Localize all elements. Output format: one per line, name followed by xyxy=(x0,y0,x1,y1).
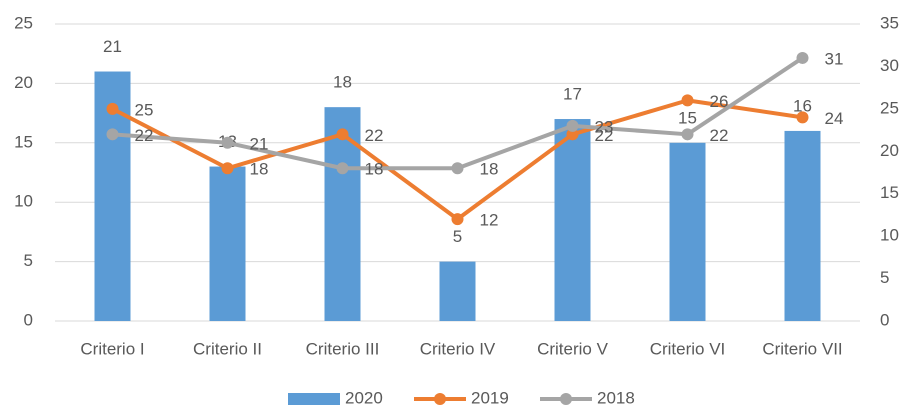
data-label: 22 xyxy=(595,126,614,145)
data-label: 18 xyxy=(480,160,499,179)
line-marker xyxy=(336,128,349,141)
line-marker xyxy=(221,136,234,149)
y2-tick-label: 10 xyxy=(880,226,899,245)
line-marker xyxy=(796,51,809,64)
line-marker xyxy=(681,128,694,141)
data-label: 18 xyxy=(250,160,269,179)
y-tick-label: 25 xyxy=(14,13,33,32)
y-tick-label: 15 xyxy=(14,132,33,151)
line-marker xyxy=(451,213,464,226)
data-label: 5 xyxy=(453,227,462,246)
legend-swatch xyxy=(288,393,340,405)
y2-tick-label: 0 xyxy=(880,310,889,329)
legend-label: 2019 xyxy=(471,388,509,407)
y2-tick-label: 35 xyxy=(880,13,899,32)
bar xyxy=(784,130,821,321)
x-tick-label: Criterio III xyxy=(306,339,380,358)
line-marker xyxy=(106,128,119,141)
line-marker xyxy=(566,119,579,132)
y-tick-label: 0 xyxy=(24,310,33,329)
line-marker xyxy=(336,162,349,175)
x-tick-label: Criterio VII xyxy=(762,339,842,358)
y-tick-label: 20 xyxy=(14,73,33,92)
y2-tick-label: 30 xyxy=(880,56,899,75)
data-label: 15 xyxy=(678,108,697,127)
x-tick-label: Criterio V xyxy=(537,339,609,358)
data-label: 18 xyxy=(365,160,384,179)
bar xyxy=(669,142,706,321)
bar xyxy=(209,166,246,321)
line-marker xyxy=(566,128,579,141)
x-tick-label: Criterio VI xyxy=(650,339,726,358)
bar xyxy=(554,119,591,321)
y2-tick-label: 20 xyxy=(880,141,899,160)
x-tick-label: Criterio I xyxy=(80,339,144,358)
line-marker xyxy=(796,111,809,124)
y-tick-label: 10 xyxy=(14,192,33,211)
data-label: 17 xyxy=(563,85,582,104)
y2-tick-label: 25 xyxy=(880,98,899,117)
y2-tick-label: 5 xyxy=(880,268,889,287)
data-label: 16 xyxy=(793,96,812,115)
x-tick-label: Criterio IV xyxy=(420,339,496,358)
data-label: 21 xyxy=(250,134,269,153)
data-label: 31 xyxy=(825,49,844,68)
bar xyxy=(439,261,476,321)
data-label: 25 xyxy=(135,100,154,119)
data-label: 22 xyxy=(710,126,729,145)
data-label: 22 xyxy=(365,126,384,145)
data-label: 24 xyxy=(825,109,844,128)
line-marker xyxy=(221,162,234,175)
data-label: 26 xyxy=(710,92,729,111)
legend-label: 2020 xyxy=(345,388,383,407)
line-marker xyxy=(681,94,694,107)
legend-swatch xyxy=(560,393,572,405)
data-label: 22 xyxy=(135,126,154,145)
x-tick-label: Criterio II xyxy=(193,339,262,358)
line-marker xyxy=(106,102,119,115)
y2-tick-label: 15 xyxy=(880,183,899,202)
data-label: 21 xyxy=(103,37,122,56)
data-label: 12 xyxy=(480,211,499,230)
data-label: 18 xyxy=(333,73,352,92)
y-tick-label: 5 xyxy=(24,251,33,270)
data-label: 23 xyxy=(595,117,614,136)
legend-label: 2018 xyxy=(597,388,635,407)
legend-swatch xyxy=(434,393,446,405)
line-marker xyxy=(451,162,464,175)
